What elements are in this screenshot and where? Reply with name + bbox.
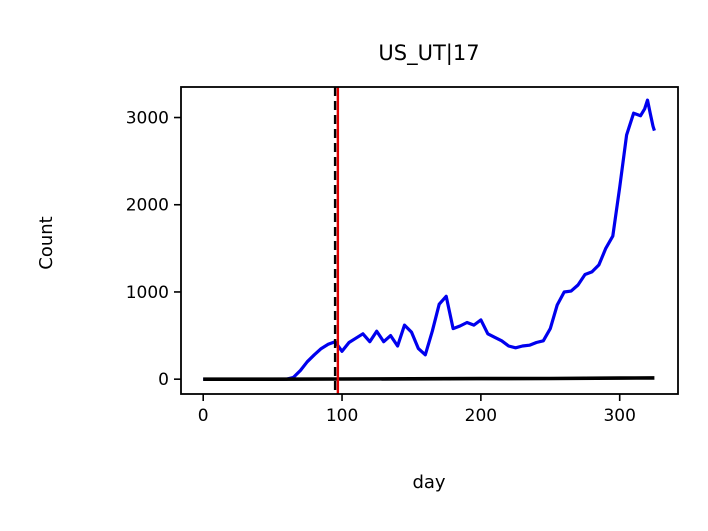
y-tick-label: 1000 [126, 283, 169, 303]
y-tick-label: 3000 [126, 109, 169, 129]
x-tick-label: 0 [198, 406, 209, 426]
series-line-black [203, 376, 655, 382]
x-axis-label: day [412, 472, 445, 493]
x-tick-label: 200 [465, 406, 497, 426]
y-axis-label: Count [36, 216, 57, 269]
x-tick-label: 100 [326, 406, 358, 426]
y-tick-label: 2000 [126, 196, 169, 216]
plot-frame [180, 86, 679, 395]
series-line-blue [203, 98, 656, 381]
y-tick-label: 0 [158, 370, 169, 390]
chart-title: US_UT|17 [378, 41, 479, 66]
x-tick-label: 300 [603, 406, 635, 426]
